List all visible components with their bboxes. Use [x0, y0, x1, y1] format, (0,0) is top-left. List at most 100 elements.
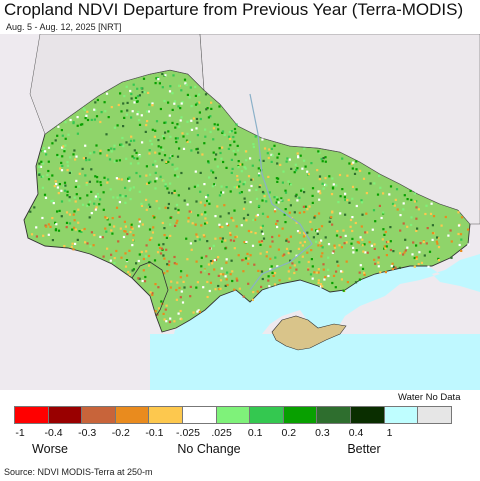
ndvi-pixel [151, 293, 154, 296]
ndvi-pixel [131, 244, 134, 247]
ndvi-pixel [213, 268, 216, 271]
ndvi-pixel [70, 245, 73, 248]
ndvi-pixel [138, 119, 141, 122]
ndvi-pixel [149, 291, 152, 294]
ndvi-pixel [71, 228, 74, 231]
ndvi-pixel [177, 312, 180, 315]
ndvi-pixel [176, 281, 179, 284]
ndvi-pixel [66, 190, 69, 193]
ndvi-pixel [189, 210, 192, 214]
ndvi-pixel [103, 176, 106, 179]
ndvi-pixel [318, 190, 321, 193]
ndvi-pixel [161, 159, 164, 162]
ndvi-pixel [113, 225, 116, 228]
ndvi-pixel [90, 212, 93, 215]
ndvi-pixel [233, 140, 236, 143]
ndvi-pixel [35, 226, 38, 229]
ndvi-pixel [135, 151, 138, 154]
ndvi-pixel [251, 178, 254, 181]
ndvi-pixel [304, 234, 307, 237]
ndvi-pixel [163, 272, 166, 275]
ndvi-pixel [173, 189, 176, 192]
ndvi-pixel [309, 220, 312, 223]
ndvi-pixel [92, 244, 95, 247]
ndvi-pixel [221, 240, 224, 243]
ndvi-pixel [44, 150, 47, 153]
ndvi-pixel [224, 239, 227, 242]
ndvi-pixel [222, 160, 225, 164]
ndvi-pixel [157, 286, 160, 289]
ndvi-pixel [56, 134, 59, 137]
legend-tick-1: -0.4 [44, 427, 63, 439]
ndvi-pixel [188, 187, 191, 190]
ndvi-pixel [301, 187, 305, 191]
ndvi-pixel [366, 251, 369, 254]
ndvi-pixel [318, 151, 321, 154]
ndvi-pixel [99, 181, 102, 184]
ndvi-pixel [391, 262, 394, 265]
ndvi-pixel [417, 208, 420, 211]
ndvi-pixel [64, 137, 67, 140]
ndvi-pixel [260, 285, 263, 288]
ndvi-pixel [344, 234, 347, 237]
ndvi-pixel [377, 261, 380, 264]
ndvi-pixel [174, 224, 177, 227]
ndvi-pixel [44, 196, 48, 199]
ndvi-pixel [336, 230, 339, 233]
ndvi-pixel [194, 94, 197, 97]
ndvi-pixel [65, 221, 69, 224]
ndvi-pixel [289, 204, 292, 207]
ndvi-pixel [176, 137, 179, 140]
ndvi-pixel [204, 135, 207, 138]
ndvi-pixel [333, 246, 337, 249]
ndvi-pixel [447, 234, 450, 237]
ndvi-pixel [142, 257, 145, 261]
ndvi-pixel [277, 201, 280, 204]
ndvi-pixel [50, 200, 53, 203]
ndvi-pixel [135, 262, 138, 265]
ndvi-pixel [140, 204, 144, 207]
ndvi-pixel [335, 270, 338, 273]
ndvi-pixel [145, 110, 149, 113]
ndvi-pixel [157, 145, 160, 148]
ndvi-pixel [39, 165, 43, 168]
ndvi-pixel [219, 279, 223, 282]
ndvi-pixel [238, 180, 242, 183]
ndvi-pixel [106, 154, 109, 157]
ndvi-pixel [237, 254, 240, 257]
ndvi-pixel [47, 146, 51, 149]
ndvi-pixel [142, 77, 146, 80]
ndvi-pixel [321, 182, 324, 185]
ndvi-pixel [381, 238, 384, 241]
ndvi-pixel [164, 183, 167, 186]
ndvi-pixel [113, 160, 116, 163]
ndvi-pixel [198, 238, 201, 241]
ndvi-pixel [383, 245, 386, 248]
ndvi-pixel [322, 263, 325, 266]
ndvi-pixel [308, 205, 311, 208]
ndvi-pixel [68, 196, 71, 199]
ndvi-pixel [303, 231, 306, 235]
ndvi-pixel [78, 230, 81, 233]
ndvi-pixel [83, 227, 86, 231]
ndvi-pixel [236, 279, 239, 282]
ndvi-pixel [203, 269, 206, 272]
legend-swatch-1 [47, 406, 83, 424]
ndvi-pixel [143, 91, 146, 94]
ndvi-pixel [60, 200, 64, 203]
ndvi-pixel [287, 180, 290, 183]
ndvi-pixel [319, 192, 322, 195]
ndvi-pixel [228, 130, 231, 134]
ndvi-pixel [192, 117, 195, 120]
ndvi-pixel [384, 247, 387, 250]
ndvi-pixel [449, 229, 452, 232]
ndvi-pixel [84, 144, 87, 147]
ndvi-pixel [289, 266, 292, 269]
ndvi-pixel [68, 171, 71, 174]
ndvi-pixel [72, 213, 75, 216]
ndvi-pixel [78, 185, 81, 188]
ndvi-pixel [437, 237, 440, 240]
ndvi-pixel [188, 96, 191, 99]
ndvi-pixel [79, 197, 82, 200]
ndvi-pixel [220, 157, 223, 160]
